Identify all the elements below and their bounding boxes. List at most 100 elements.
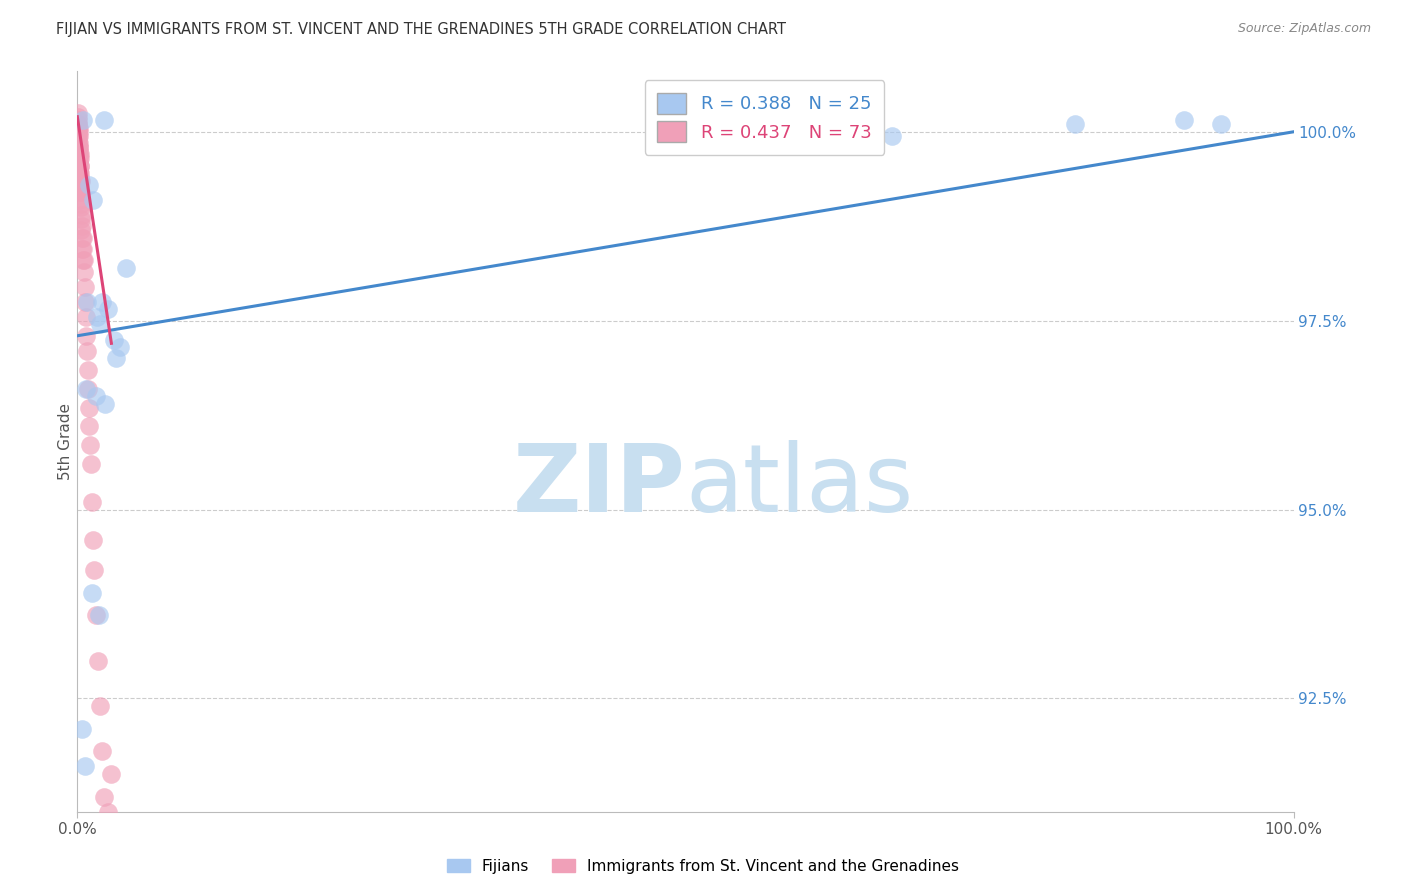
Point bbox=[67, 174, 90, 188]
Text: ZIP: ZIP bbox=[513, 440, 686, 532]
Legend: R = 0.388   N = 25, R = 0.437   N = 73: R = 0.388 N = 25, R = 0.437 N = 73 bbox=[645, 80, 884, 154]
Point bbox=[100, 767, 122, 781]
Point bbox=[1063, 117, 1085, 131]
Point bbox=[67, 113, 90, 128]
Point bbox=[69, 181, 91, 195]
Point bbox=[76, 294, 98, 309]
Point bbox=[93, 789, 115, 804]
Point bbox=[67, 140, 90, 154]
Point bbox=[73, 759, 96, 773]
Point bbox=[69, 193, 91, 207]
Point bbox=[67, 117, 90, 131]
Point bbox=[67, 125, 90, 139]
Point bbox=[108, 340, 131, 354]
Point bbox=[67, 125, 90, 139]
Point bbox=[1209, 117, 1232, 131]
Point bbox=[72, 253, 94, 268]
Point bbox=[97, 302, 120, 317]
Point bbox=[67, 140, 90, 154]
Point bbox=[80, 495, 103, 509]
Point bbox=[70, 208, 93, 222]
Point bbox=[94, 397, 117, 411]
Point bbox=[70, 186, 93, 200]
Point bbox=[67, 155, 90, 169]
Point bbox=[67, 147, 90, 161]
Point bbox=[72, 253, 94, 268]
Text: Source: ZipAtlas.com: Source: ZipAtlas.com bbox=[1237, 22, 1371, 36]
Point bbox=[70, 223, 93, 237]
Point bbox=[97, 805, 120, 819]
Point bbox=[69, 186, 91, 200]
Point bbox=[67, 144, 90, 158]
Point bbox=[75, 310, 97, 324]
Point bbox=[82, 193, 104, 207]
Point bbox=[73, 264, 96, 278]
Point bbox=[77, 382, 100, 396]
Text: atlas: atlas bbox=[686, 440, 914, 532]
Point bbox=[86, 310, 108, 324]
Point bbox=[76, 343, 98, 358]
Point bbox=[79, 178, 101, 192]
Point bbox=[69, 174, 91, 188]
Point bbox=[67, 159, 90, 173]
Point bbox=[67, 144, 90, 158]
Point bbox=[72, 230, 94, 244]
Point bbox=[89, 608, 111, 623]
Point bbox=[67, 128, 90, 143]
Point bbox=[84, 608, 107, 623]
Point bbox=[76, 363, 98, 377]
Point bbox=[90, 744, 112, 758]
Point bbox=[70, 219, 93, 234]
Point bbox=[79, 438, 101, 452]
Point bbox=[67, 121, 90, 136]
Point bbox=[70, 196, 93, 211]
Y-axis label: 5th Grade: 5th Grade bbox=[58, 403, 73, 480]
Point bbox=[67, 136, 90, 150]
Point bbox=[87, 654, 110, 668]
Point bbox=[72, 242, 94, 256]
Point bbox=[67, 128, 90, 143]
Point bbox=[1173, 113, 1195, 128]
Point bbox=[66, 106, 89, 120]
Point bbox=[75, 294, 97, 309]
Point bbox=[103, 333, 125, 347]
Point bbox=[69, 166, 91, 180]
Point bbox=[67, 162, 90, 177]
Point bbox=[73, 279, 96, 293]
Point bbox=[69, 159, 91, 173]
Point bbox=[80, 457, 103, 471]
Point bbox=[70, 242, 93, 256]
Point bbox=[856, 113, 879, 128]
Point bbox=[69, 200, 91, 214]
Text: FIJIAN VS IMMIGRANTS FROM ST. VINCENT AND THE GRENADINES 5TH GRADE CORRELATION C: FIJIAN VS IMMIGRANTS FROM ST. VINCENT AN… bbox=[56, 22, 786, 37]
Point bbox=[75, 328, 97, 343]
Point bbox=[83, 563, 105, 577]
Point bbox=[66, 110, 89, 124]
Point bbox=[89, 318, 111, 332]
Point bbox=[80, 585, 103, 599]
Point bbox=[69, 159, 91, 173]
Point bbox=[75, 382, 97, 396]
Point bbox=[82, 533, 104, 547]
Point bbox=[89, 698, 111, 713]
Point bbox=[70, 211, 93, 226]
Point bbox=[72, 113, 94, 128]
Point bbox=[66, 117, 89, 131]
Point bbox=[67, 151, 90, 165]
Point bbox=[67, 162, 90, 177]
Point bbox=[69, 178, 91, 192]
Point bbox=[69, 170, 91, 185]
Point bbox=[105, 351, 128, 366]
Point bbox=[90, 294, 112, 309]
Point bbox=[84, 389, 107, 403]
Point bbox=[67, 166, 90, 180]
Point bbox=[67, 121, 90, 136]
Point bbox=[69, 151, 91, 165]
Point bbox=[70, 230, 93, 244]
Point bbox=[66, 132, 89, 146]
Point bbox=[69, 174, 91, 188]
Point bbox=[882, 128, 904, 143]
Point bbox=[77, 401, 100, 415]
Point bbox=[79, 419, 101, 434]
Point bbox=[69, 147, 91, 161]
